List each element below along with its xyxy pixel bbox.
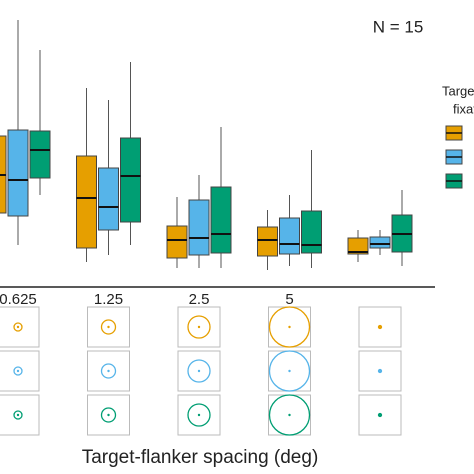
- stimulus-target: [107, 325, 110, 329]
- box: [257, 226, 278, 257]
- stimulus-target: [16, 325, 20, 329]
- box: [7, 129, 29, 217]
- annotation: N = 15: [373, 17, 424, 36]
- stimulus-flanker: [377, 324, 383, 330]
- stimulus-target: [197, 413, 201, 417]
- stimulus-flanker: [100, 363, 117, 379]
- stimulus-flanker: [187, 403, 211, 427]
- stimulus-frame: [358, 394, 402, 436]
- stimulus-frame: [87, 306, 130, 348]
- stimulus-flanker: [377, 412, 383, 418]
- box: [166, 225, 188, 259]
- box: [188, 199, 210, 256]
- x-tick-label: 1.25: [94, 291, 123, 308]
- x-tick-label: 5: [285, 291, 293, 308]
- stimulus-flanker: [13, 322, 23, 332]
- stimulus-target: [288, 325, 291, 329]
- box: [347, 237, 369, 255]
- stimulus-flanker: [268, 306, 311, 348]
- stimulus-target: [197, 369, 201, 373]
- stimulus-frame: [0, 350, 40, 392]
- stimulus-flanker: [100, 407, 117, 423]
- stimulus-frame: [177, 350, 221, 392]
- legend-title: fixat: [453, 101, 474, 116]
- stimulus-target: [378, 369, 382, 373]
- box: [279, 217, 300, 255]
- stimulus-flanker: [187, 315, 211, 339]
- legend-title: Targe: [442, 83, 474, 98]
- stimulus-frame: [358, 306, 402, 348]
- stimulus-target: [197, 325, 201, 329]
- box: [98, 167, 119, 231]
- stimulus-frame: [87, 350, 130, 392]
- stimulus-flanker: [187, 359, 211, 383]
- x-axis-label: Target-flanker spacing (deg): [82, 447, 319, 468]
- stimulus-frame: [0, 394, 40, 436]
- stimulus-flanker: [100, 319, 117, 335]
- stimulus-target: [16, 369, 20, 373]
- stimulus-target: [378, 413, 382, 417]
- box: [29, 130, 51, 179]
- stimulus-frame: [0, 306, 40, 348]
- x-tick-label: 2.5: [189, 291, 210, 308]
- stimulus-frame: [358, 350, 402, 392]
- stimulus-target: [378, 325, 382, 329]
- stimulus-target: [16, 413, 20, 417]
- box: [301, 210, 322, 254]
- stimulus-target: [288, 369, 291, 373]
- stimulus-frame: [177, 306, 221, 348]
- box: [120, 137, 141, 223]
- box: [369, 236, 391, 249]
- box: [76, 155, 97, 249]
- stimulus-target: [288, 413, 291, 417]
- stimulus-target: [107, 413, 110, 417]
- box: [210, 186, 232, 254]
- stimulus-target: [107, 369, 110, 373]
- stimulus-frame: [87, 394, 130, 436]
- stimulus-flanker: [268, 350, 311, 392]
- stimulus-frame: [177, 394, 221, 436]
- stimulus-flanker: [13, 410, 23, 420]
- stimulus-flanker: [13, 366, 23, 376]
- stimulus-flanker: [377, 368, 383, 374]
- x-tick-label: 0.625: [0, 291, 37, 308]
- stimulus-flanker: [268, 394, 311, 436]
